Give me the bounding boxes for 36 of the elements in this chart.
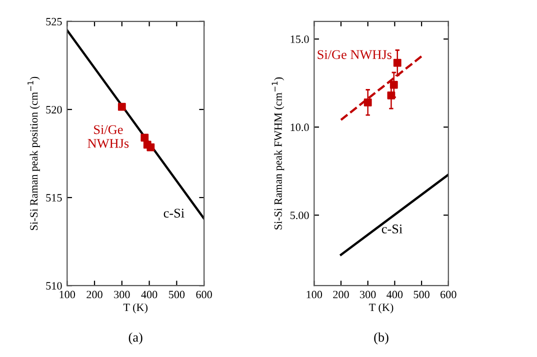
annotation: c-Si: [164, 208, 184, 218]
point: [140, 134, 149, 142]
x-tick-label: 100: [306, 290, 322, 298]
x-tick-label: 300: [114, 290, 130, 298]
y-tick-label: 10.0: [290, 124, 309, 132]
x-tick-label: 100: [60, 290, 76, 298]
point: [390, 80, 398, 89]
text: (b): [374, 332, 388, 344]
y-tick-label: 515: [46, 194, 62, 202]
x-tick-label: 200: [86, 290, 102, 298]
y-tick-label: 15.0: [290, 36, 309, 44]
annotation: Si/Ge NWHJs: [318, 50, 392, 60]
point: [364, 98, 372, 106]
y-tick-label: 520: [46, 106, 62, 114]
text: (a): [128, 332, 142, 344]
y-tick-label: 5.00: [290, 212, 309, 220]
point: [393, 58, 402, 67]
x-axis-title: T (K): [123, 303, 148, 314]
x-tick-label: 500: [414, 290, 430, 298]
x-tick-label: 600: [440, 290, 456, 298]
x-tick-label: 200: [333, 290, 349, 298]
x-tick-label: 400: [386, 290, 403, 298]
x-tick-label: 600: [196, 290, 212, 298]
point: [146, 143, 155, 152]
point: [118, 102, 126, 111]
y-tick-label: 525: [46, 18, 62, 26]
x-tick-label: 400: [141, 290, 158, 298]
annotation: c-Si: [382, 224, 402, 234]
x-axis-title: T (K): [369, 303, 394, 314]
y-axis-title: Si-Si Raman peak FWHM (cm$^{−1}$): [272, 77, 284, 230]
point: [387, 91, 396, 100]
y-axis-title: Si-Si Raman peak position (cm$^{−1}$): [28, 76, 40, 230]
x-tick-label: 300: [360, 290, 376, 298]
y-tick-label: 510: [46, 282, 62, 290]
annotation: Si/Ge NWHJs: [88, 125, 129, 148]
x-tick-label: 500: [168, 290, 185, 298]
